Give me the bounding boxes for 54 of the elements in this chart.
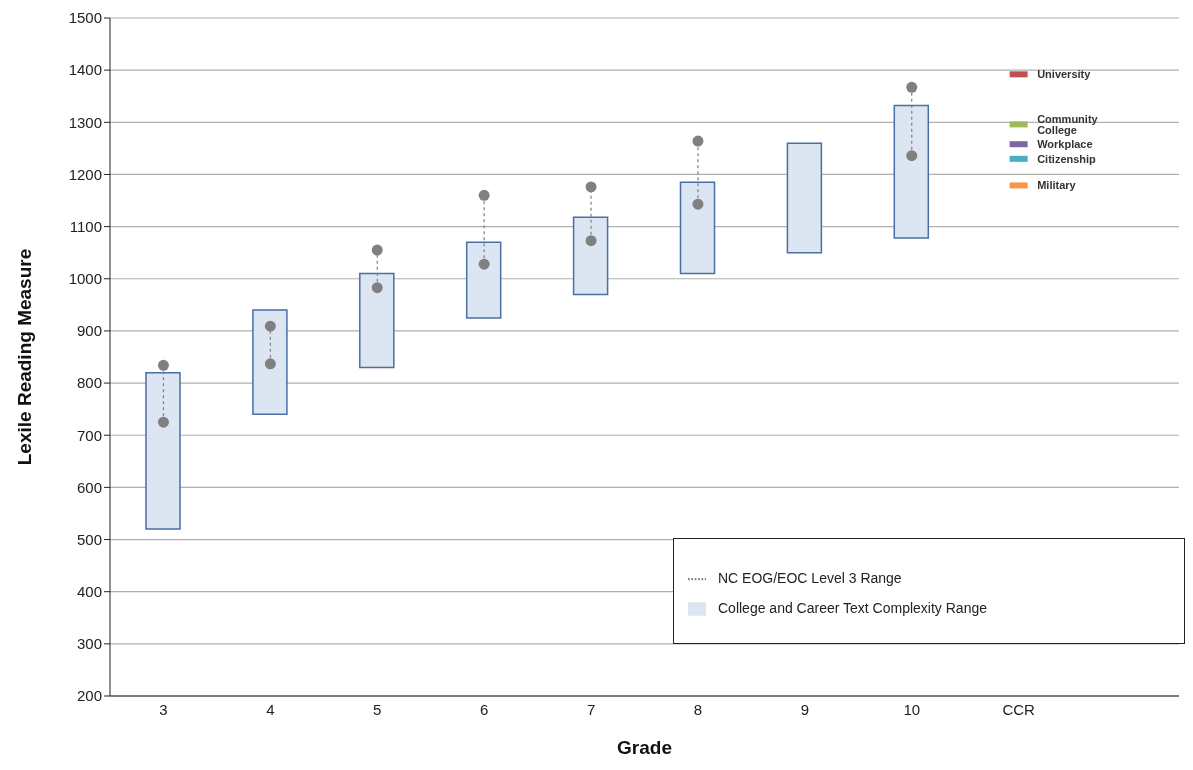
y-tick-label: 1200: [68, 165, 102, 183]
point: [585, 181, 597, 193]
y-tick-label: 500: [76, 530, 102, 548]
bar: [572, 216, 609, 296]
x-axis-title: Grade: [617, 737, 672, 758]
series-label: Workplace: [1037, 138, 1093, 151]
x-tick-label: CCR: [1002, 700, 1036, 718]
bar: [359, 272, 395, 369]
bar: [786, 142, 823, 254]
point: [371, 282, 383, 294]
point: [906, 81, 918, 93]
y-tick-label: 400: [76, 583, 102, 601]
point: [692, 135, 704, 147]
y-tick-label: 600: [76, 478, 102, 496]
y-tick-label: 1000: [68, 270, 102, 288]
series-label: Military: [1037, 179, 1077, 192]
series-label: Citizenship: [1037, 152, 1097, 165]
y-tick-label: 300: [76, 635, 102, 653]
x-tick-label: 7: [586, 700, 596, 718]
point: [157, 359, 169, 371]
legend-label: College and Career Text Complexity Range: [718, 600, 987, 616]
bar: [465, 241, 502, 319]
point: [264, 358, 276, 370]
y-tick-label: 700: [76, 426, 102, 444]
bar: [145, 371, 181, 530]
y-axis-title: Lexile Reading Measure: [13, 248, 35, 466]
y-tick-label: 900: [76, 322, 102, 340]
x-tick-label: 3: [159, 700, 168, 718]
x-tick-label: 10: [903, 700, 921, 718]
x-tick-label: 5: [373, 700, 382, 718]
bar: [679, 181, 716, 275]
series-label: Community College: [1037, 112, 1099, 136]
x-tick-label: 8: [693, 700, 703, 718]
y-tick-label: 1500: [68, 9, 102, 27]
y-tick-label: 1400: [68, 61, 102, 79]
point: [478, 189, 490, 201]
point: [585, 235, 597, 247]
point: [478, 258, 490, 270]
y-tick-label: 1100: [69, 217, 102, 235]
bar: [252, 309, 288, 416]
series-label: University: [1037, 68, 1092, 81]
bar: [893, 104, 930, 239]
point: [371, 244, 383, 256]
x-tick-label: 4: [266, 700, 275, 718]
point: [264, 320, 276, 332]
legend-label: NC EOG/EOC Level 3 Range: [718, 570, 902, 586]
y-tick-label: 200: [76, 687, 102, 705]
y-tick-label: 800: [76, 374, 102, 392]
x-tick-label: 9: [800, 700, 810, 718]
point: [906, 150, 918, 162]
y-tick-label: 1300: [68, 113, 102, 131]
point: [692, 198, 704, 210]
point: [157, 416, 169, 428]
x-tick-label: 6: [479, 700, 489, 718]
